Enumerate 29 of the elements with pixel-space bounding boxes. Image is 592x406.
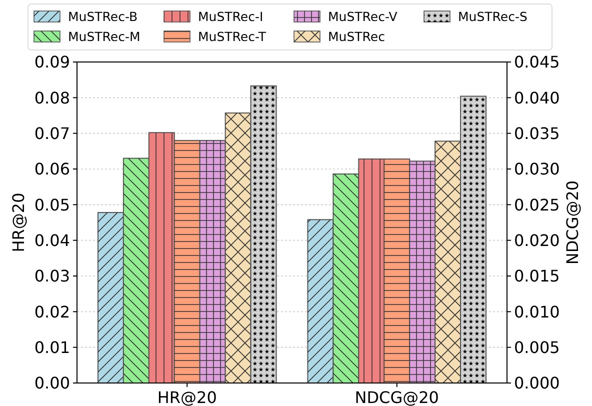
- legend-label: MuSTRec-S: [458, 9, 528, 24]
- legend-label: MuSTRec-I: [198, 9, 264, 24]
- y2-tick-label: 0.025: [514, 195, 560, 214]
- y-tick-label: 0.04: [34, 230, 70, 250]
- y2-tick-label: 0.045: [514, 52, 560, 72]
- y-tick-label: 0.08: [34, 88, 70, 108]
- y2-tick-label: 0.040: [514, 88, 560, 108]
- y-tick-label: 0.00: [34, 374, 70, 393]
- y-tick-label: 0.09: [34, 52, 70, 72]
- y-tick-label: 0.05: [34, 195, 70, 214]
- y2-tick-label: 0.010: [514, 302, 560, 322]
- y2-tick-label: 0.035: [514, 124, 560, 143]
- y2-tick-label: 0.030: [514, 160, 560, 179]
- y2-tick-label: 0.000: [514, 374, 560, 393]
- y2-tick-label: 0.005: [514, 338, 560, 357]
- legend-label: MuSTRec-B: [68, 9, 138, 24]
- legend-label: MuSTRec-T: [198, 29, 266, 44]
- legend-label: MuSTRec: [328, 29, 386, 44]
- y-tick-label: 0.02: [34, 302, 70, 322]
- y2-tick-label: 0.015: [514, 266, 560, 286]
- y-tick-label: 0.03: [34, 266, 70, 286]
- y-tick-label: 0.06: [34, 160, 70, 179]
- y-axis-title: HR@20: [9, 192, 28, 252]
- y-tick-label: 0.01: [34, 338, 70, 357]
- legend-label: MuSTRec-V: [328, 9, 398, 24]
- y2-axis-title: NDCG@20: [563, 180, 582, 265]
- y2-tick-label: 0.020: [514, 230, 560, 250]
- legend-label: MuSTRec-M: [68, 29, 140, 44]
- y-tick-label: 0.07: [34, 124, 70, 143]
